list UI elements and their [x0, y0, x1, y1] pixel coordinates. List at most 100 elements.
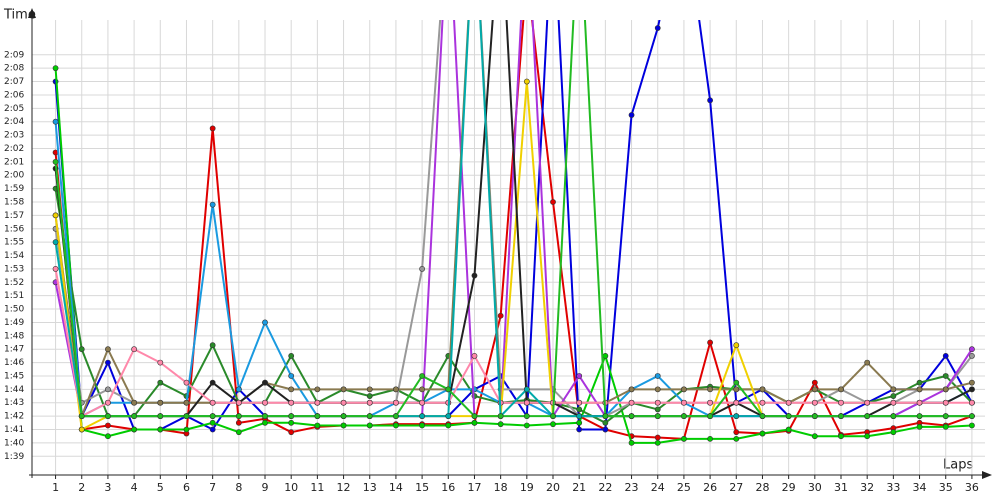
x-tick-label: 31	[834, 481, 848, 494]
data-point	[733, 429, 740, 436]
data-point	[288, 419, 295, 426]
data-point	[419, 399, 426, 406]
data-point	[523, 399, 530, 406]
data-point	[209, 426, 216, 433]
data-point	[52, 212, 59, 219]
x-tick-label: 26	[703, 481, 717, 494]
x-tick-label: 23	[625, 481, 639, 494]
y-tick-label: 1:59	[4, 184, 24, 194]
data-point	[969, 352, 975, 359]
y-tick-label: 1:40	[4, 438, 24, 448]
data-point	[209, 342, 216, 349]
y-axis-arrow	[28, 8, 36, 18]
y-tick-label: 2:03	[4, 131, 24, 141]
data-point	[942, 423, 949, 430]
data-point	[759, 386, 766, 393]
data-point	[681, 386, 687, 393]
x-tick-label: 34	[913, 481, 927, 494]
data-point	[969, 422, 975, 429]
y-tick-label: 1:58	[4, 198, 24, 208]
data-point	[288, 373, 295, 379]
y-tick-label: 1:44	[4, 385, 24, 395]
data-point	[550, 413, 556, 420]
y-tick-label: 2:01	[4, 157, 24, 167]
data-point	[864, 399, 871, 406]
data-point	[759, 413, 766, 420]
x-tick-label: 6	[183, 481, 190, 494]
data-point	[445, 413, 452, 420]
data-point	[445, 422, 452, 429]
x-tick-label: 28	[755, 481, 769, 494]
data-point	[654, 413, 661, 420]
data-point	[969, 399, 975, 406]
x-tick-label: 1	[52, 481, 59, 494]
data-point	[576, 419, 583, 426]
data-point	[654, 439, 661, 446]
data-point	[52, 65, 59, 72]
data-point	[942, 373, 949, 379]
data-point	[366, 393, 373, 399]
data-point	[759, 430, 766, 437]
data-point	[209, 413, 216, 420]
x-tick-label: 30	[808, 481, 822, 494]
data-point	[969, 379, 975, 386]
x-tick-label: 24	[651, 481, 665, 494]
data-point	[288, 386, 295, 393]
y-tick-label: 2:09	[4, 50, 24, 60]
x-tick-label: 2	[78, 481, 85, 494]
data-point	[235, 413, 242, 420]
data-point	[288, 429, 295, 436]
data-point	[864, 413, 871, 420]
data-point	[811, 433, 818, 440]
data-point	[393, 399, 399, 406]
data-point	[340, 399, 347, 406]
data-point	[183, 379, 190, 386]
x-tick-label: 3	[104, 481, 111, 494]
data-point	[497, 413, 504, 420]
data-point	[576, 426, 583, 433]
data-point	[366, 386, 373, 393]
data-point	[471, 413, 478, 420]
data-point	[942, 399, 949, 406]
data-point	[550, 199, 556, 205]
data-point	[811, 386, 818, 393]
data-point	[628, 386, 635, 393]
x-tick-label: 18	[494, 481, 508, 494]
data-point	[576, 373, 583, 379]
data-point	[916, 399, 923, 406]
data-point	[340, 386, 347, 393]
x-tick-label: 20	[546, 481, 560, 494]
data-point	[393, 413, 399, 420]
data-point	[916, 386, 923, 393]
y-tick-label: 2:05	[4, 104, 24, 114]
series-line	[54, 20, 972, 418]
data-point	[523, 422, 530, 429]
data-point	[576, 406, 583, 413]
data-point	[262, 319, 268, 326]
data-point	[393, 386, 399, 393]
x-tick-label: 29	[782, 481, 796, 494]
data-point	[314, 386, 321, 393]
x-tick-label: 33	[886, 481, 900, 494]
x-axis-arrow	[982, 471, 992, 479]
plot-area	[52, 20, 975, 446]
x-tick-label: 17	[467, 481, 481, 494]
data-point	[576, 399, 583, 406]
data-point	[602, 352, 609, 359]
data-point	[183, 413, 190, 420]
data-point	[366, 422, 373, 429]
data-point	[811, 379, 818, 386]
data-point	[105, 386, 111, 393]
y-tick-label: 1:39	[4, 452, 24, 462]
data-point	[523, 386, 530, 393]
data-point	[969, 413, 975, 420]
data-point	[419, 422, 426, 429]
x-tick-label: 16	[441, 481, 455, 494]
data-point	[419, 373, 426, 379]
data-point	[602, 419, 609, 426]
data-point	[262, 399, 268, 406]
data-point	[733, 342, 740, 349]
data-point	[838, 433, 844, 440]
data-point	[733, 435, 740, 442]
data-point	[131, 426, 138, 433]
